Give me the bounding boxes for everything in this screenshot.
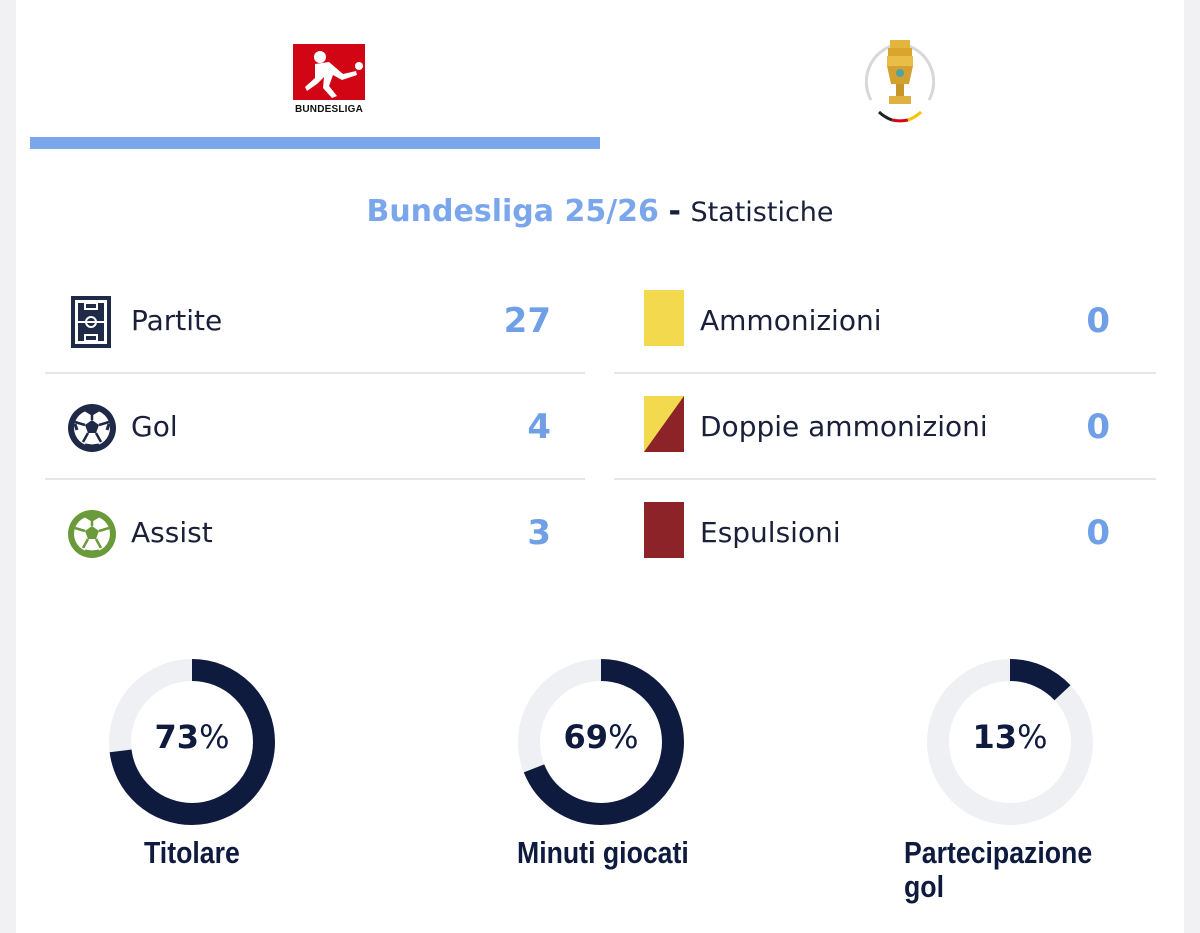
stat-row-second-yellow: Doppie ammonizioni 0	[614, 374, 1156, 480]
stat-value: 3	[527, 513, 551, 553]
pitch-icon	[71, 296, 111, 348]
heading-separator: -	[668, 194, 681, 229]
stat-row-matches: Partite 27	[45, 268, 585, 374]
active-tab-indicator	[30, 137, 600, 149]
dfb-pokal-trophy-icon	[864, 38, 936, 124]
donut-chart	[518, 659, 684, 825]
stat-label: Assist	[131, 516, 213, 549]
donut-label: Partecipazione gol	[904, 835, 1093, 904]
heading-subtitle: Statistiche	[690, 197, 834, 228]
yellow-card-icon	[644, 290, 684, 346]
donut-percentage: 73%	[154, 718, 230, 756]
player-stats-card: BUNDESLIGA Bundesliga 25/26 - S	[16, 0, 1184, 933]
donut-label: Minuti giocati	[517, 835, 689, 870]
stat-value: 0	[1086, 513, 1110, 553]
stat-row-red-cards: Espulsioni 0	[614, 480, 1156, 586]
donut-minutes-played: 69% Minuti giocati	[471, 656, 731, 926]
stat-label: Doppie ammonizioni	[700, 410, 988, 443]
section-heading: Bundesliga 25/26 - Statistiche	[16, 194, 1184, 229]
stat-label: Ammonizioni	[700, 304, 882, 337]
bundesliga-logo: BUNDESLIGA	[293, 44, 365, 116]
stat-label: Gol	[131, 410, 178, 443]
stat-row-goals: Gol 4	[45, 374, 585, 480]
bundesliga-logo-text: BUNDESLIGA	[294, 104, 364, 115]
stat-value: 4	[527, 407, 551, 447]
tab-dfb-pokal[interactable]	[600, 0, 1170, 150]
second-yellow-card-icon	[644, 396, 684, 452]
donut-percentage: 69%	[563, 718, 639, 756]
stat-label: Partite	[131, 304, 223, 337]
ball-icon	[68, 404, 116, 452]
stat-label: Espulsioni	[700, 516, 841, 549]
tab-bundesliga[interactable]: BUNDESLIGA	[30, 0, 600, 150]
donut-percentage: 13%	[972, 718, 1048, 756]
stat-value: 27	[503, 301, 551, 341]
competition-season: Bundesliga 25/26	[366, 194, 659, 229]
donut-label: Titolare	[144, 835, 240, 870]
stat-value: 0	[1086, 301, 1110, 341]
assist-ball-icon	[68, 510, 116, 558]
red-card-icon	[644, 502, 684, 558]
stat-row-assists: Assist 3	[45, 480, 585, 586]
donut-chart	[109, 659, 275, 825]
donut-goal-participation: 13% Partecipazione gol	[880, 656, 1140, 926]
stat-value: 0	[1086, 407, 1110, 447]
donut-starter: 73% Titolare	[62, 656, 322, 926]
stat-row-yellow-cards: Ammonizioni 0	[614, 268, 1156, 374]
donut-chart	[927, 659, 1093, 825]
